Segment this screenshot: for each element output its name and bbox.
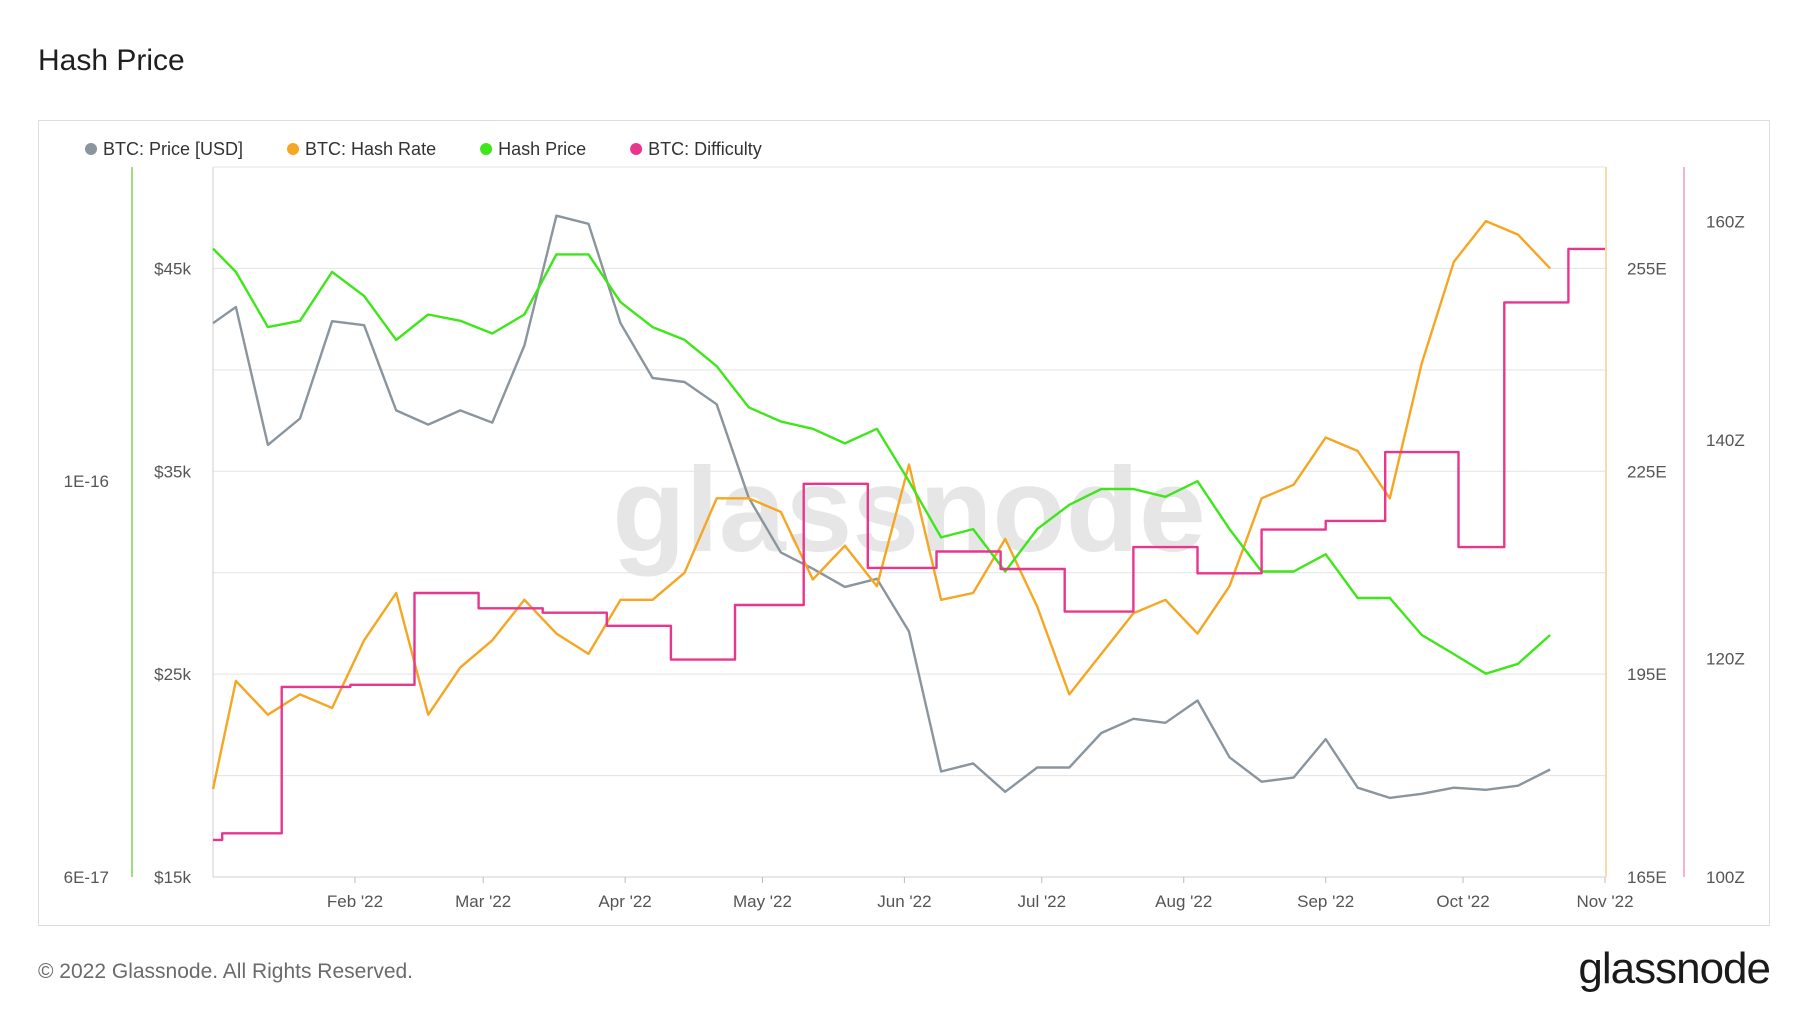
x-tick-label: Nov '22	[1576, 892, 1633, 911]
series-line-btc-difficulty	[213, 247, 1605, 842]
series-line-btc-hash-rate	[211, 219, 1551, 790]
page-title: Hash Price	[38, 44, 185, 77]
x-tick-label: Aug '22	[1155, 892, 1212, 911]
x-tick-label: Oct '22	[1436, 892, 1489, 911]
x-tick-label: Jun '22	[877, 892, 931, 911]
series-line-btc-price-usd	[212, 214, 1551, 800]
chart-svg: glassnode 6E-17 1E-16 $15k $25k $35k $45k 165E 1…	[64, 139, 1745, 911]
x-tick-label: Apr '22	[598, 892, 651, 911]
legend-marker-btc-hash-rate	[287, 143, 300, 155]
x-tick-label: May '22	[733, 892, 792, 911]
watermark-text: glassnode	[612, 443, 1206, 577]
chart-frame: glassnode 6E-17 1E-16 $15k $25k $35k $45k 165E 1…	[38, 120, 1770, 926]
hash-rate-tick-label: 195E	[1627, 665, 1667, 684]
legend-marker-btc-price-usd	[85, 143, 97, 155]
price-tick-label: $45k	[154, 259, 191, 278]
difficulty-tick-label: 160Z	[1706, 213, 1745, 232]
difficulty-tick-label: 100Z	[1706, 868, 1745, 887]
legend-label-btc-hash-rate: BTC: Hash Rate	[305, 139, 436, 159]
x-tick-label: Sep '22	[1297, 892, 1354, 911]
legend-label-hash-price: Hash Price	[498, 139, 586, 159]
x-tick-label: Mar '22	[455, 892, 511, 911]
hash-price-tick-label: 1E-16	[64, 472, 109, 491]
hash-rate-tick-label: 225E	[1627, 462, 1667, 481]
hash-rate-tick-label: 165E	[1627, 868, 1667, 887]
legend-marker-hash-price	[480, 143, 493, 155]
glassnode-logo[interactable]: glassnode	[1578, 944, 1771, 993]
legend-label-btc-difficulty: BTC: Difficulty	[648, 139, 762, 159]
difficulty-tick-label: 120Z	[1706, 650, 1745, 669]
x-tick-label: Feb '22	[327, 892, 383, 911]
hash-price-tick-label: 6E-17	[64, 868, 109, 887]
copyright-text: © 2022 Glassnode. All Rights Reserved.	[38, 960, 414, 983]
legend-marker-btc-difficulty	[630, 143, 643, 155]
difficulty-tick-label: 140Z	[1706, 431, 1745, 450]
series-line-hash-price	[212, 247, 1551, 675]
price-tick-label: $35k	[154, 462, 191, 481]
x-tick-label: Jul '22	[1017, 892, 1066, 911]
hash-rate-tick-label: 255E	[1627, 259, 1667, 278]
legend-label-btc-price-usd: BTC: Price [USD]	[103, 139, 243, 159]
price-tick-label: $25k	[154, 665, 191, 684]
price-tick-label: $15k	[154, 868, 191, 887]
